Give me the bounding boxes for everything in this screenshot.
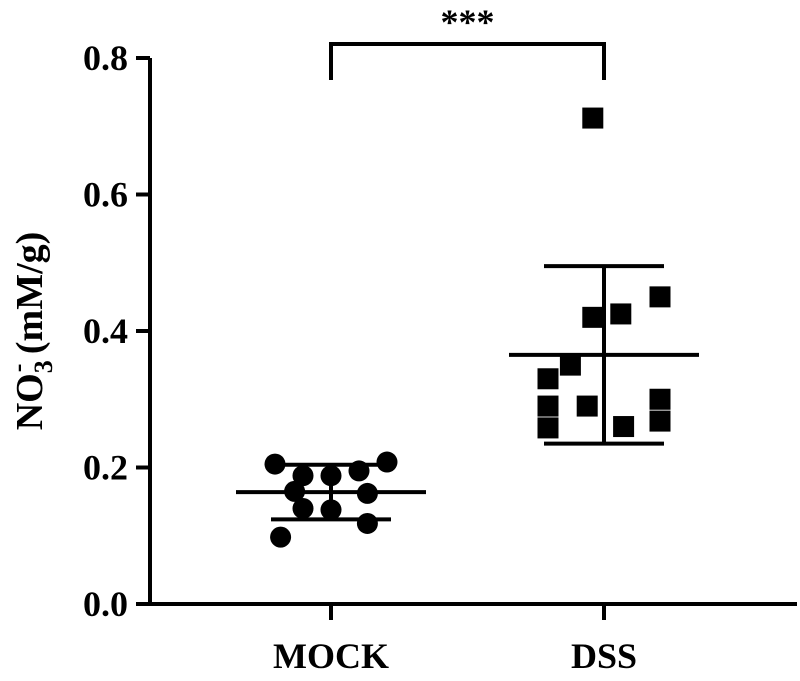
data-point-square [582, 107, 604, 129]
significance-bracket: *** [329, 2, 606, 80]
data-point-square [613, 416, 635, 438]
data-point-circle [292, 465, 314, 487]
x-tick-label: MOCK [273, 636, 389, 676]
data-point-circle [264, 453, 286, 475]
y-tick-label: 0.0 [83, 584, 128, 624]
data-point-circle [284, 480, 306, 502]
data-point-circle [292, 497, 314, 519]
y-tick-label: 0.4 [83, 311, 128, 351]
data-point-square [559, 354, 581, 376]
data-point-circle [320, 465, 342, 487]
data-point-square [649, 388, 671, 410]
data-point-circle [270, 526, 292, 548]
data-point-square [649, 410, 671, 432]
x-ticks: MOCK DSS [273, 604, 637, 676]
y-tick-label: 0.8 [83, 38, 128, 78]
data-point-square [582, 306, 604, 328]
y-tick-label: 0.2 [83, 448, 128, 488]
data-point-square [537, 417, 559, 439]
data-points [264, 107, 671, 548]
data-point-circle [356, 482, 378, 504]
data-point-square [537, 395, 559, 417]
significance-bracket-line [329, 42, 606, 80]
y-tick-label: 0.6 [83, 175, 128, 215]
data-point-square [649, 286, 671, 308]
data-point-circle [320, 499, 342, 521]
data-point-square [576, 395, 598, 417]
data-point-square [537, 368, 559, 390]
y-axis-label: NO3- (mM/g) [3, 232, 58, 431]
y-ticks: 0.0 0.2 0.4 0.6 0.8 [83, 38, 150, 624]
significance-label: *** [441, 2, 495, 42]
axes [148, 58, 797, 606]
data-point-circle [376, 451, 398, 473]
x-tick-label: DSS [571, 636, 637, 676]
data-point-square [610, 303, 632, 325]
data-point-circle [348, 460, 370, 482]
data-point-circle [356, 512, 378, 534]
